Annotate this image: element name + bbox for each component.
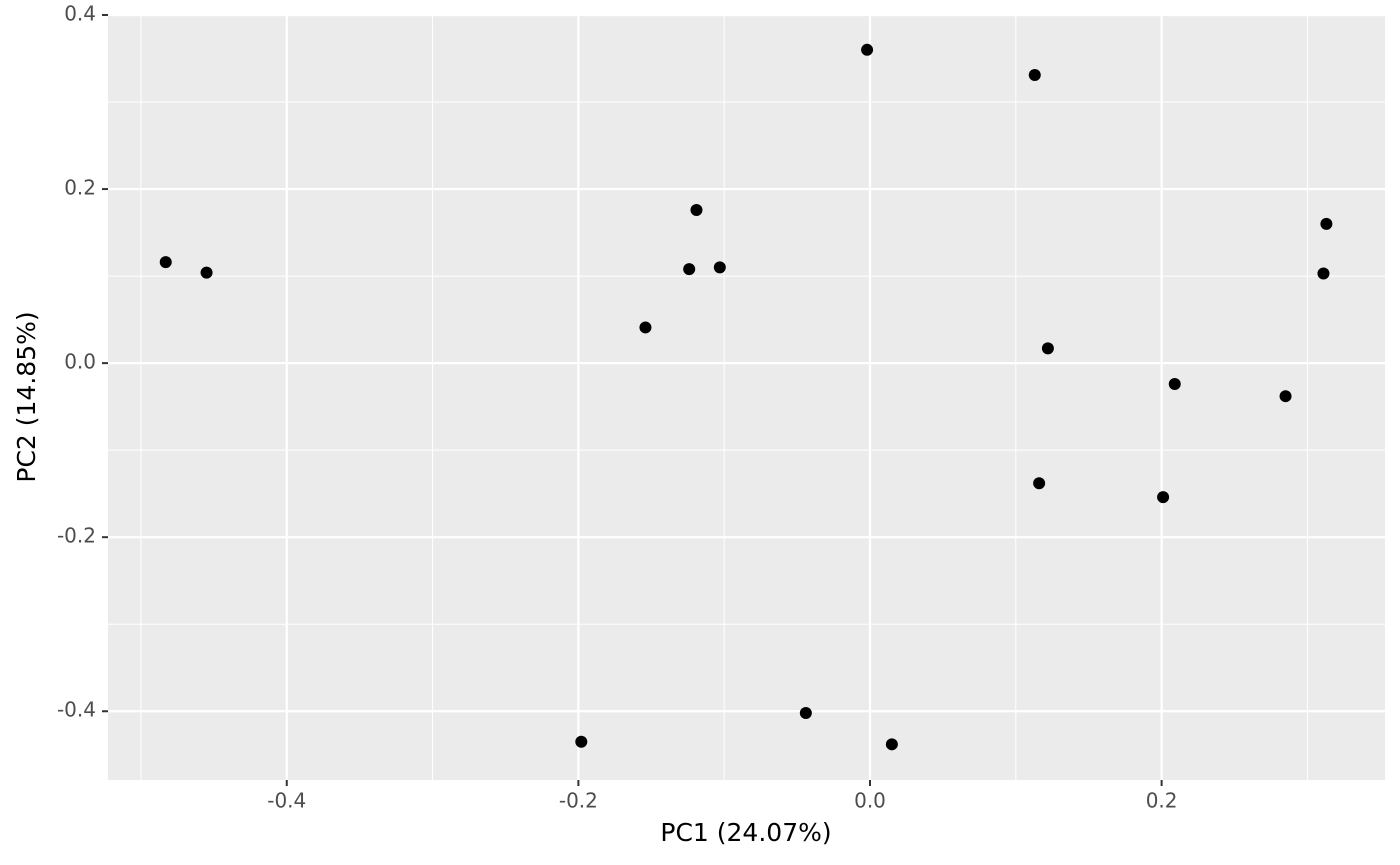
point: [799, 706, 812, 719]
y-tick-label: -0.2: [57, 524, 96, 548]
x-tick-label: -0.2: [559, 789, 598, 813]
point: [639, 321, 652, 334]
point: [1157, 491, 1170, 504]
y-tick-label: 0.2: [64, 176, 96, 200]
point: [1028, 69, 1041, 82]
point: [690, 203, 703, 216]
point: [1317, 267, 1330, 280]
y-tick-label: -0.4: [57, 698, 96, 722]
panel: [108, 15, 1385, 780]
x-axis-title: PC1 (24.07%): [660, 818, 831, 847]
x-tick-label: 0.2: [1146, 789, 1178, 813]
point: [1320, 217, 1333, 230]
y-tick-label: 0.4: [64, 2, 96, 26]
y-axis-title: PC2 (14.85%): [12, 311, 41, 482]
point: [861, 43, 874, 56]
point: [200, 266, 213, 279]
x-tick-label: -0.4: [267, 789, 306, 813]
point: [1033, 477, 1046, 490]
point: [713, 261, 726, 274]
point: [1168, 378, 1181, 391]
x-tick-label: 0.0: [854, 789, 886, 813]
point: [159, 256, 172, 269]
point: [885, 738, 898, 751]
point: [575, 735, 588, 748]
y-tick-label: 0.0: [64, 350, 96, 374]
point: [1279, 390, 1292, 403]
point: [1041, 342, 1054, 355]
point: [683, 263, 696, 276]
